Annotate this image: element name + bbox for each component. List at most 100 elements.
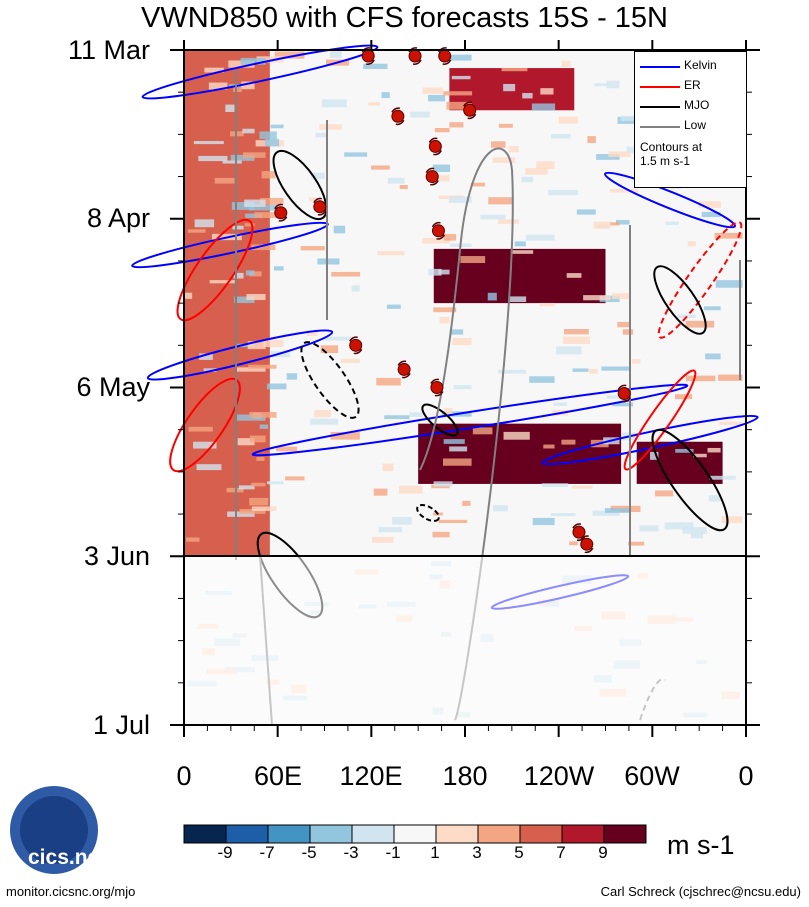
- colorbar-swatch: [183, 824, 227, 844]
- anomaly-speck: [431, 484, 450, 489]
- anomaly-speck: [193, 141, 224, 145]
- anomaly-speck: [514, 241, 526, 247]
- anomaly-speck: [387, 177, 405, 184]
- filter-contours: [131, 44, 759, 726]
- anomaly-speck: [649, 451, 659, 460]
- legend-swatch: [640, 66, 680, 68]
- y-tick-label: 6 May: [76, 372, 150, 402]
- anomaly-speck: [300, 246, 325, 251]
- anomaly-speck: [548, 189, 578, 196]
- anomaly-speck: [665, 221, 679, 225]
- anomaly-speck: [241, 81, 255, 90]
- anomaly-speck: [184, 292, 193, 299]
- anomaly-speck: [492, 157, 516, 163]
- anomaly-speck: [707, 447, 721, 453]
- anomaly-speck: [432, 531, 450, 538]
- anomaly-speck: [480, 214, 506, 220]
- anomaly-speck: [690, 533, 704, 539]
- anomaly-speck: [444, 407, 453, 415]
- anomaly-speck: [497, 369, 527, 374]
- anomaly-speck: [381, 92, 390, 99]
- anomaly-speck: [246, 293, 266, 301]
- anomaly-speck: [561, 60, 571, 67]
- anomaly-speck: [571, 485, 593, 489]
- anomaly-speck: [264, 138, 280, 147]
- anomaly-speck: [315, 132, 328, 138]
- anomaly-speck: [470, 182, 486, 187]
- anomaly-speck: [256, 56, 284, 63]
- colorbar-swatch: [351, 824, 395, 844]
- anomaly-speck: [186, 537, 200, 542]
- anomaly-speck: [532, 517, 555, 526]
- anomaly-speck: [493, 505, 508, 512]
- anomaly-speck: [259, 424, 269, 429]
- source-link[interactable]: monitor.cicsnc.org/mjo: [6, 884, 136, 899]
- anomaly-speck: [432, 164, 451, 172]
- storm-symbol: [617, 384, 631, 403]
- anomaly-speck: [596, 154, 620, 160]
- colorbar-swatch: [435, 824, 479, 844]
- anomaly-speck: [521, 176, 534, 183]
- colorbar-swatch: [477, 824, 521, 844]
- anomaly-speck: [525, 168, 548, 175]
- anomaly-speck: [522, 93, 533, 99]
- anomaly-speck: [377, 251, 405, 256]
- storm-symbol: [408, 47, 422, 65]
- anomaly-speck: [553, 402, 567, 406]
- anomaly-speck: [230, 154, 255, 161]
- anomaly-speck: [622, 329, 634, 335]
- anomaly-speck: [433, 307, 457, 313]
- anomaly-speck: [214, 177, 235, 184]
- anomaly-speck: [428, 268, 442, 276]
- anomaly-speck: [398, 485, 423, 494]
- anomaly-speck: [310, 418, 339, 425]
- anomaly-speck: [248, 204, 277, 211]
- anomaly-speck: [244, 223, 255, 227]
- x-tick-label: 0: [738, 761, 754, 791]
- storm-symbol: [430, 378, 444, 397]
- anomaly-speck: [435, 175, 450, 182]
- legend-swatch: [640, 86, 680, 88]
- legend-swatch: [640, 106, 680, 108]
- y-tick-label: 1 Jul: [92, 710, 150, 740]
- anomaly-speck: [655, 490, 674, 497]
- anomaly-speck: [368, 102, 381, 106]
- x-tick-label: 120W: [523, 761, 595, 791]
- colorbar-swatch: [561, 824, 605, 844]
- legend-note-line: 1.5 m s-1: [640, 154, 691, 168]
- legend-note: Contours at 1.5 m s-1: [640, 140, 702, 168]
- filter-contour: [623, 369, 697, 471]
- anomaly-speck: [443, 458, 472, 466]
- x-tick-label: 0: [176, 761, 192, 791]
- anomaly-speck: [572, 368, 589, 372]
- anomaly-speck: [242, 152, 266, 158]
- y-tick-label: 11 Mar: [67, 35, 150, 65]
- anomaly-speck: [237, 438, 255, 446]
- anomaly-speck: [708, 495, 721, 502]
- anomaly-speck: [615, 219, 630, 225]
- anomaly-speck: [438, 269, 450, 275]
- anomaly-speck: [675, 394, 693, 400]
- filter-contour: [604, 171, 736, 229]
- colorbar-label: 9: [598, 843, 608, 862]
- anomaly-speck: [566, 273, 582, 278]
- anomaly-speck: [488, 197, 513, 205]
- anomaly-speck: [234, 296, 255, 304]
- anomaly-speck: [543, 444, 555, 449]
- colorbar-swatch: [393, 824, 437, 844]
- anomaly-speck: [719, 421, 743, 425]
- anomaly-speck: [256, 456, 265, 461]
- anomaly-speck: [319, 124, 342, 130]
- y-tick-label: 8 Apr: [86, 203, 150, 233]
- anomaly-speck: [529, 376, 555, 383]
- colorbar: [183, 824, 647, 844]
- forecast-shade: [184, 556, 746, 725]
- anomaly-speck: [235, 367, 266, 372]
- anomaly-speck: [715, 280, 743, 288]
- anomaly-speck: [446, 101, 472, 110]
- anomaly-speck: [541, 483, 569, 488]
- colorbar-swatch: [603, 824, 647, 844]
- legend: Kelvin ER MJO Low Contours at 1.5 m s-1: [634, 51, 747, 188]
- anomaly-speck: [556, 346, 582, 355]
- anomaly-speck: [685, 320, 715, 328]
